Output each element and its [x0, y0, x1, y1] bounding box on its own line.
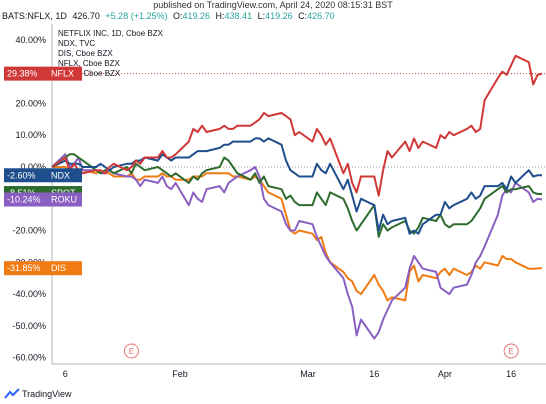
open-value: 419.26: [182, 11, 211, 21]
legend-entry: NDX, TVC: [58, 39, 95, 48]
legend-entry: SPOT, Cboe BZX: [58, 69, 121, 78]
y-tick-label: -40.00%: [12, 289, 46, 299]
x-tick-label: 16: [369, 369, 379, 379]
price-change: +5.28 (+1.25%): [105, 11, 168, 21]
y-tick-label: 40.00%: [15, 35, 46, 45]
series-badge-roku: [4, 192, 82, 207]
earnings-event-marker[interactable]: [503, 343, 519, 359]
x-tick-label: Feb: [172, 369, 188, 379]
series-badge-value: -31.85%: [7, 263, 41, 273]
earnings-event-marker[interactable]: [123, 343, 139, 359]
x-tick-label: Apr: [438, 369, 452, 379]
series-badge-dis: [4, 261, 82, 276]
y-tick-label: -60.00%: [12, 353, 46, 363]
series-badge-value: -2.60%: [7, 170, 36, 180]
quote-line: BATS:NFLX, 1D 426.70 +5.28 (+1.25%) O:41…: [2, 11, 335, 22]
series-badge-value: -10.24%: [7, 195, 41, 205]
series-badge-name: DIS: [51, 263, 66, 273]
earnings-event-label: E: [129, 347, 134, 356]
open-label: O:: [172, 11, 183, 21]
series-badge-value: 29.38%: [7, 69, 38, 79]
earnings-event-label: E: [508, 347, 513, 356]
series-badge-name: NDX: [51, 170, 70, 180]
legend-entry: NFLX, Cboe BZX: [58, 59, 120, 68]
last-price: 426.70: [72, 11, 100, 21]
legend-entry: NETFLIX INC, 1D, Cboe BZX: [58, 29, 164, 38]
chart-header: published on TradingView.com, April 24, …: [0, 0, 546, 22]
high-value: 438.41: [224, 11, 253, 21]
brand-footer: TradingView: [4, 388, 72, 400]
series-line-nflx[interactable]: [51, 54, 543, 197]
series-badge-nflx: [4, 66, 82, 81]
x-tick-label: 16: [506, 369, 516, 379]
price-comparison-chart[interactable]: 40.00%30.00%20.00%10.00%0.00%-10.00%-20.…: [0, 0, 546, 388]
close-label: C:: [298, 11, 308, 21]
y-tick-label: -20.00%: [12, 226, 46, 236]
brand-name: TradingView: [22, 389, 72, 399]
series-line-spot[interactable]: [51, 153, 542, 238]
y-tick-label: 0.00%: [20, 162, 46, 172]
series-badge-name: NFLX: [51, 69, 74, 79]
series-line-ndx[interactable]: [51, 137, 542, 235]
published-note: published on TradingView.com, April 24, …: [153, 0, 393, 10]
y-tick-label: 20.00%: [15, 98, 46, 108]
series-badge-name: ROKU: [51, 195, 77, 205]
x-tick-label: Mar: [300, 369, 316, 379]
legend-entry: DIS, Cboe BZX: [58, 49, 113, 58]
high-label: H:: [215, 11, 225, 21]
x-tick-label: 6: [63, 369, 68, 379]
tradingview-logo-icon: [4, 388, 20, 399]
symbol-name: BATS:NFLX, 1D: [2, 11, 67, 21]
series-line-roku[interactable]: [51, 153, 543, 340]
low-label: L:: [257, 11, 266, 21]
series-badge-ndx: [4, 168, 82, 183]
close-value: 426.70: [307, 11, 335, 21]
low-value: 419.26: [265, 11, 293, 21]
y-tick-label: -50.00%: [12, 321, 46, 331]
y-tick-label: 10.00%: [15, 130, 46, 140]
